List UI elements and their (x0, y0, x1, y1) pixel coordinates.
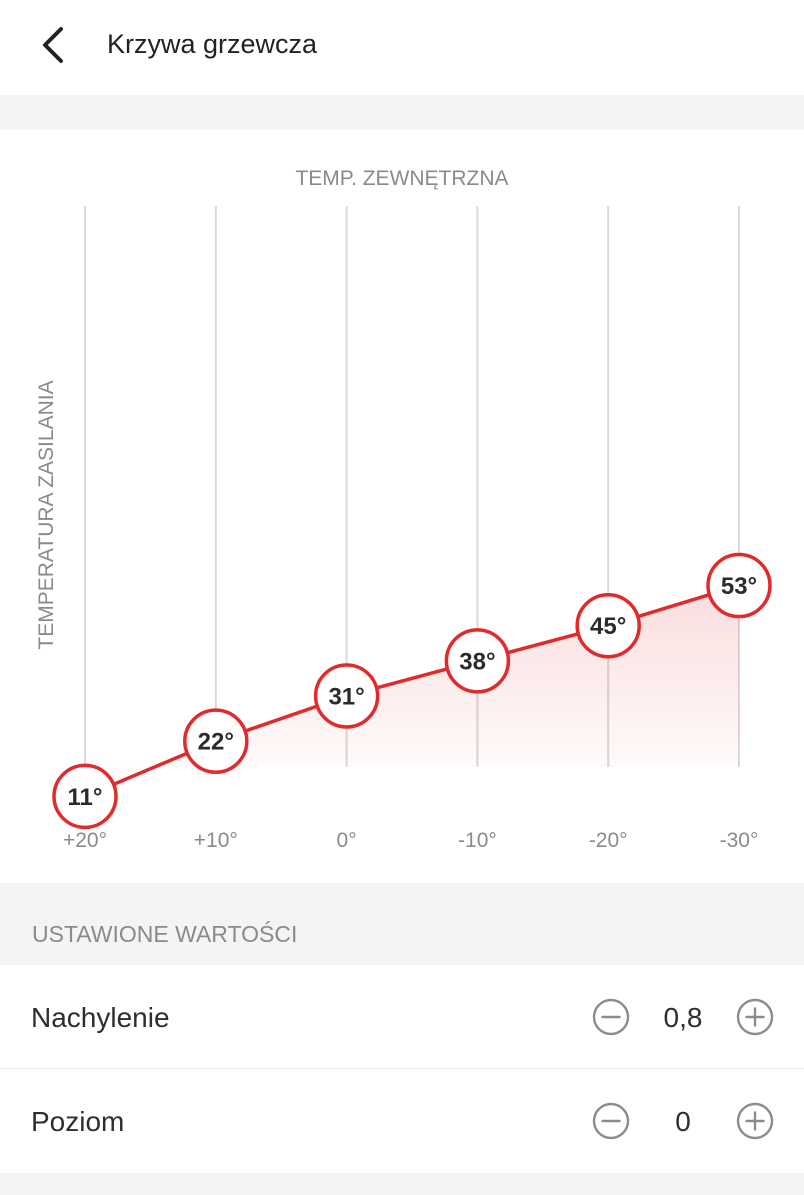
chart-point-marker (183, 708, 249, 774)
page-title: Krzywa grzewcza (107, 29, 318, 59)
chart-point-label: 31° (328, 683, 364, 710)
chart-point-label: 38° (459, 648, 495, 675)
chart-x-tick-label: +20° (63, 829, 107, 852)
chart-point: 31° (313, 663, 380, 729)
chart-x-tick-label: +10° (194, 829, 238, 852)
level-label: Poziom (31, 1106, 125, 1137)
chart-point: 45° (575, 592, 641, 659)
section-title: USTAWIONE WARTOŚCI (32, 921, 298, 947)
setting-row-slope: Nachylenie 0,8 (0, 965, 804, 1069)
row-divider (0, 1068, 804, 1069)
minus-circle-icon (592, 998, 630, 1036)
chart-point-marker (52, 763, 118, 830)
chart-y-axis-title: TEMPERATURA ZASILANIA (35, 380, 58, 649)
chart-point-label: 11° (68, 784, 103, 811)
chart-area (85, 585, 739, 797)
chart-point-marker (444, 628, 511, 694)
slope-decrement-button[interactable] (592, 998, 630, 1036)
chart-point: 38° (444, 628, 511, 694)
chart-point-label: 53° (721, 573, 757, 600)
level-value: 0 (675, 1106, 691, 1137)
chart-x-ticks: +20° +10° 0° -10° -20° -30° (63, 829, 758, 852)
chart-point-label: 45° (590, 613, 626, 640)
chart-x-tick-label: 0° (337, 829, 357, 852)
level-increment-button[interactable] (736, 1102, 774, 1140)
chart-points: 11° 22° 31° 38° 45° 53° (52, 552, 772, 830)
chart-point-marker (575, 592, 641, 659)
chart-point: 11° (52, 763, 118, 830)
chart-area-fill (85, 585, 739, 797)
chart-svg: TEMP. ZEWNĘTRZNA TEMPERATURA ZASILANIA 1… (35, 167, 772, 852)
chart-x-tick-label: -30° (720, 829, 759, 852)
slope-increment-button[interactable] (736, 998, 774, 1036)
heating-curve-chart: TEMP. ZEWNĘTRZNA TEMPERATURA ZASILANIA 1… (0, 130, 804, 883)
level-decrement-button[interactable] (592, 1102, 630, 1140)
settings-list: Nachylenie 0,8 Poziom 0 (0, 965, 804, 1173)
chart-point-label: 22° (198, 729, 234, 756)
chart-grid (84, 206, 740, 767)
setting-row-level: Poziom 0 (0, 1069, 804, 1172)
minus-circle-icon (592, 1102, 630, 1140)
plus-circle-icon (736, 1102, 774, 1140)
settings-section-header: USTAWIONE WARTOŚCI (0, 883, 804, 965)
back-button[interactable] (28, 18, 84, 74)
chart-x-tick-label: -20° (589, 829, 628, 852)
slope-label: Nachylenie (31, 1002, 170, 1033)
app-header: Krzywa grzewcza (0, 0, 804, 95)
chart-point-marker (706, 552, 772, 619)
chart-x-axis-title: TEMP. ZEWNĘTRZNA (295, 167, 508, 190)
chart-point: 22° (183, 708, 249, 774)
chevron-left-icon (43, 27, 63, 63)
chart-point-marker (313, 663, 380, 729)
plus-circle-icon (736, 998, 774, 1036)
slope-value: 0,8 (663, 1002, 703, 1033)
chart-point: 53° (706, 552, 772, 619)
chart-x-tick-label: -10° (458, 829, 497, 852)
